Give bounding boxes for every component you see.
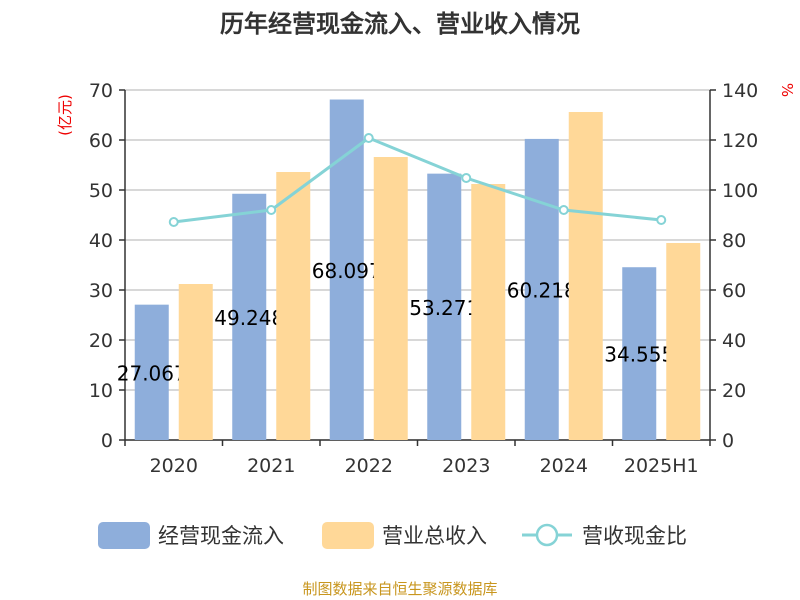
chart-title: 历年经营现金流入、营业收入情况 [220,10,580,38]
right-tick-label: 80 [722,230,746,252]
x-tick-label: 2024 [540,455,588,477]
ratio-line [173,136,662,224]
right-tick-label: 100 [722,180,758,202]
left-tick-label: 30 [89,280,113,302]
right-tick-label: 140 [722,80,758,102]
bar-cash-inflow [524,138,559,440]
x-tick-label: 2025H1 [624,455,699,477]
left-tick-label: 10 [89,380,113,402]
bar-revenue [471,184,506,440]
bar-revenue [276,172,311,440]
left-axis-unit: (亿元) [56,94,74,136]
legend-label: 营业总收入 [382,524,487,548]
data-label: 49.248 [214,306,284,330]
ratio-point [461,173,472,183]
data-label: 27.067 [117,361,187,385]
left-tick-label: 40 [89,230,113,252]
left-tick-label: 70 [89,80,113,102]
right-tick-label: 0 [722,430,734,452]
x-tick-label: 2023 [442,455,490,477]
ratio-point [168,217,179,227]
bar-cash-inflow [329,99,364,440]
legend-label: 经营现金流入 [158,524,284,548]
left-tick-label: 20 [89,330,113,352]
legend-swatch-revenue [322,522,374,549]
right-axis-unit: % [778,83,796,97]
x-tick-label: 2022 [345,455,393,477]
ratio-point [363,133,374,143]
bar-cash-inflow [232,193,267,440]
left-tick-label: 60 [89,130,113,152]
data-label: 53.271 [409,296,479,320]
right-tick-label: 20 [722,380,746,402]
right-tick-label: 60 [722,280,746,302]
source-note: 制图数据来自恒生聚源数据库 [302,580,497,598]
bar-revenue [568,112,603,440]
data-label: 68.097 [312,259,382,283]
bar-revenue [666,243,701,440]
data-label: 34.555 [604,343,674,367]
bar-revenue [178,284,213,440]
bar-revenue [373,157,408,440]
ratio-point [656,215,667,225]
bar-cash-inflow [427,173,462,440]
legend-marker-ratio [535,523,559,547]
left-tick-label: 0 [101,430,113,452]
x-tick-label: 2020 [150,455,198,477]
legend-label: 营收现金比 [582,524,687,548]
legend-swatch-cash-inflow [98,522,150,549]
bar-cash-inflow [622,267,657,440]
x-tick-label: 2021 [247,455,295,477]
ratio-point [266,205,277,215]
right-tick-label: 120 [722,130,758,152]
data-label: 60.218 [507,278,577,302]
right-tick-label: 40 [722,330,746,352]
left-tick-label: 50 [89,180,113,202]
bar-cash-inflow [134,304,169,440]
ratio-point [558,205,569,215]
